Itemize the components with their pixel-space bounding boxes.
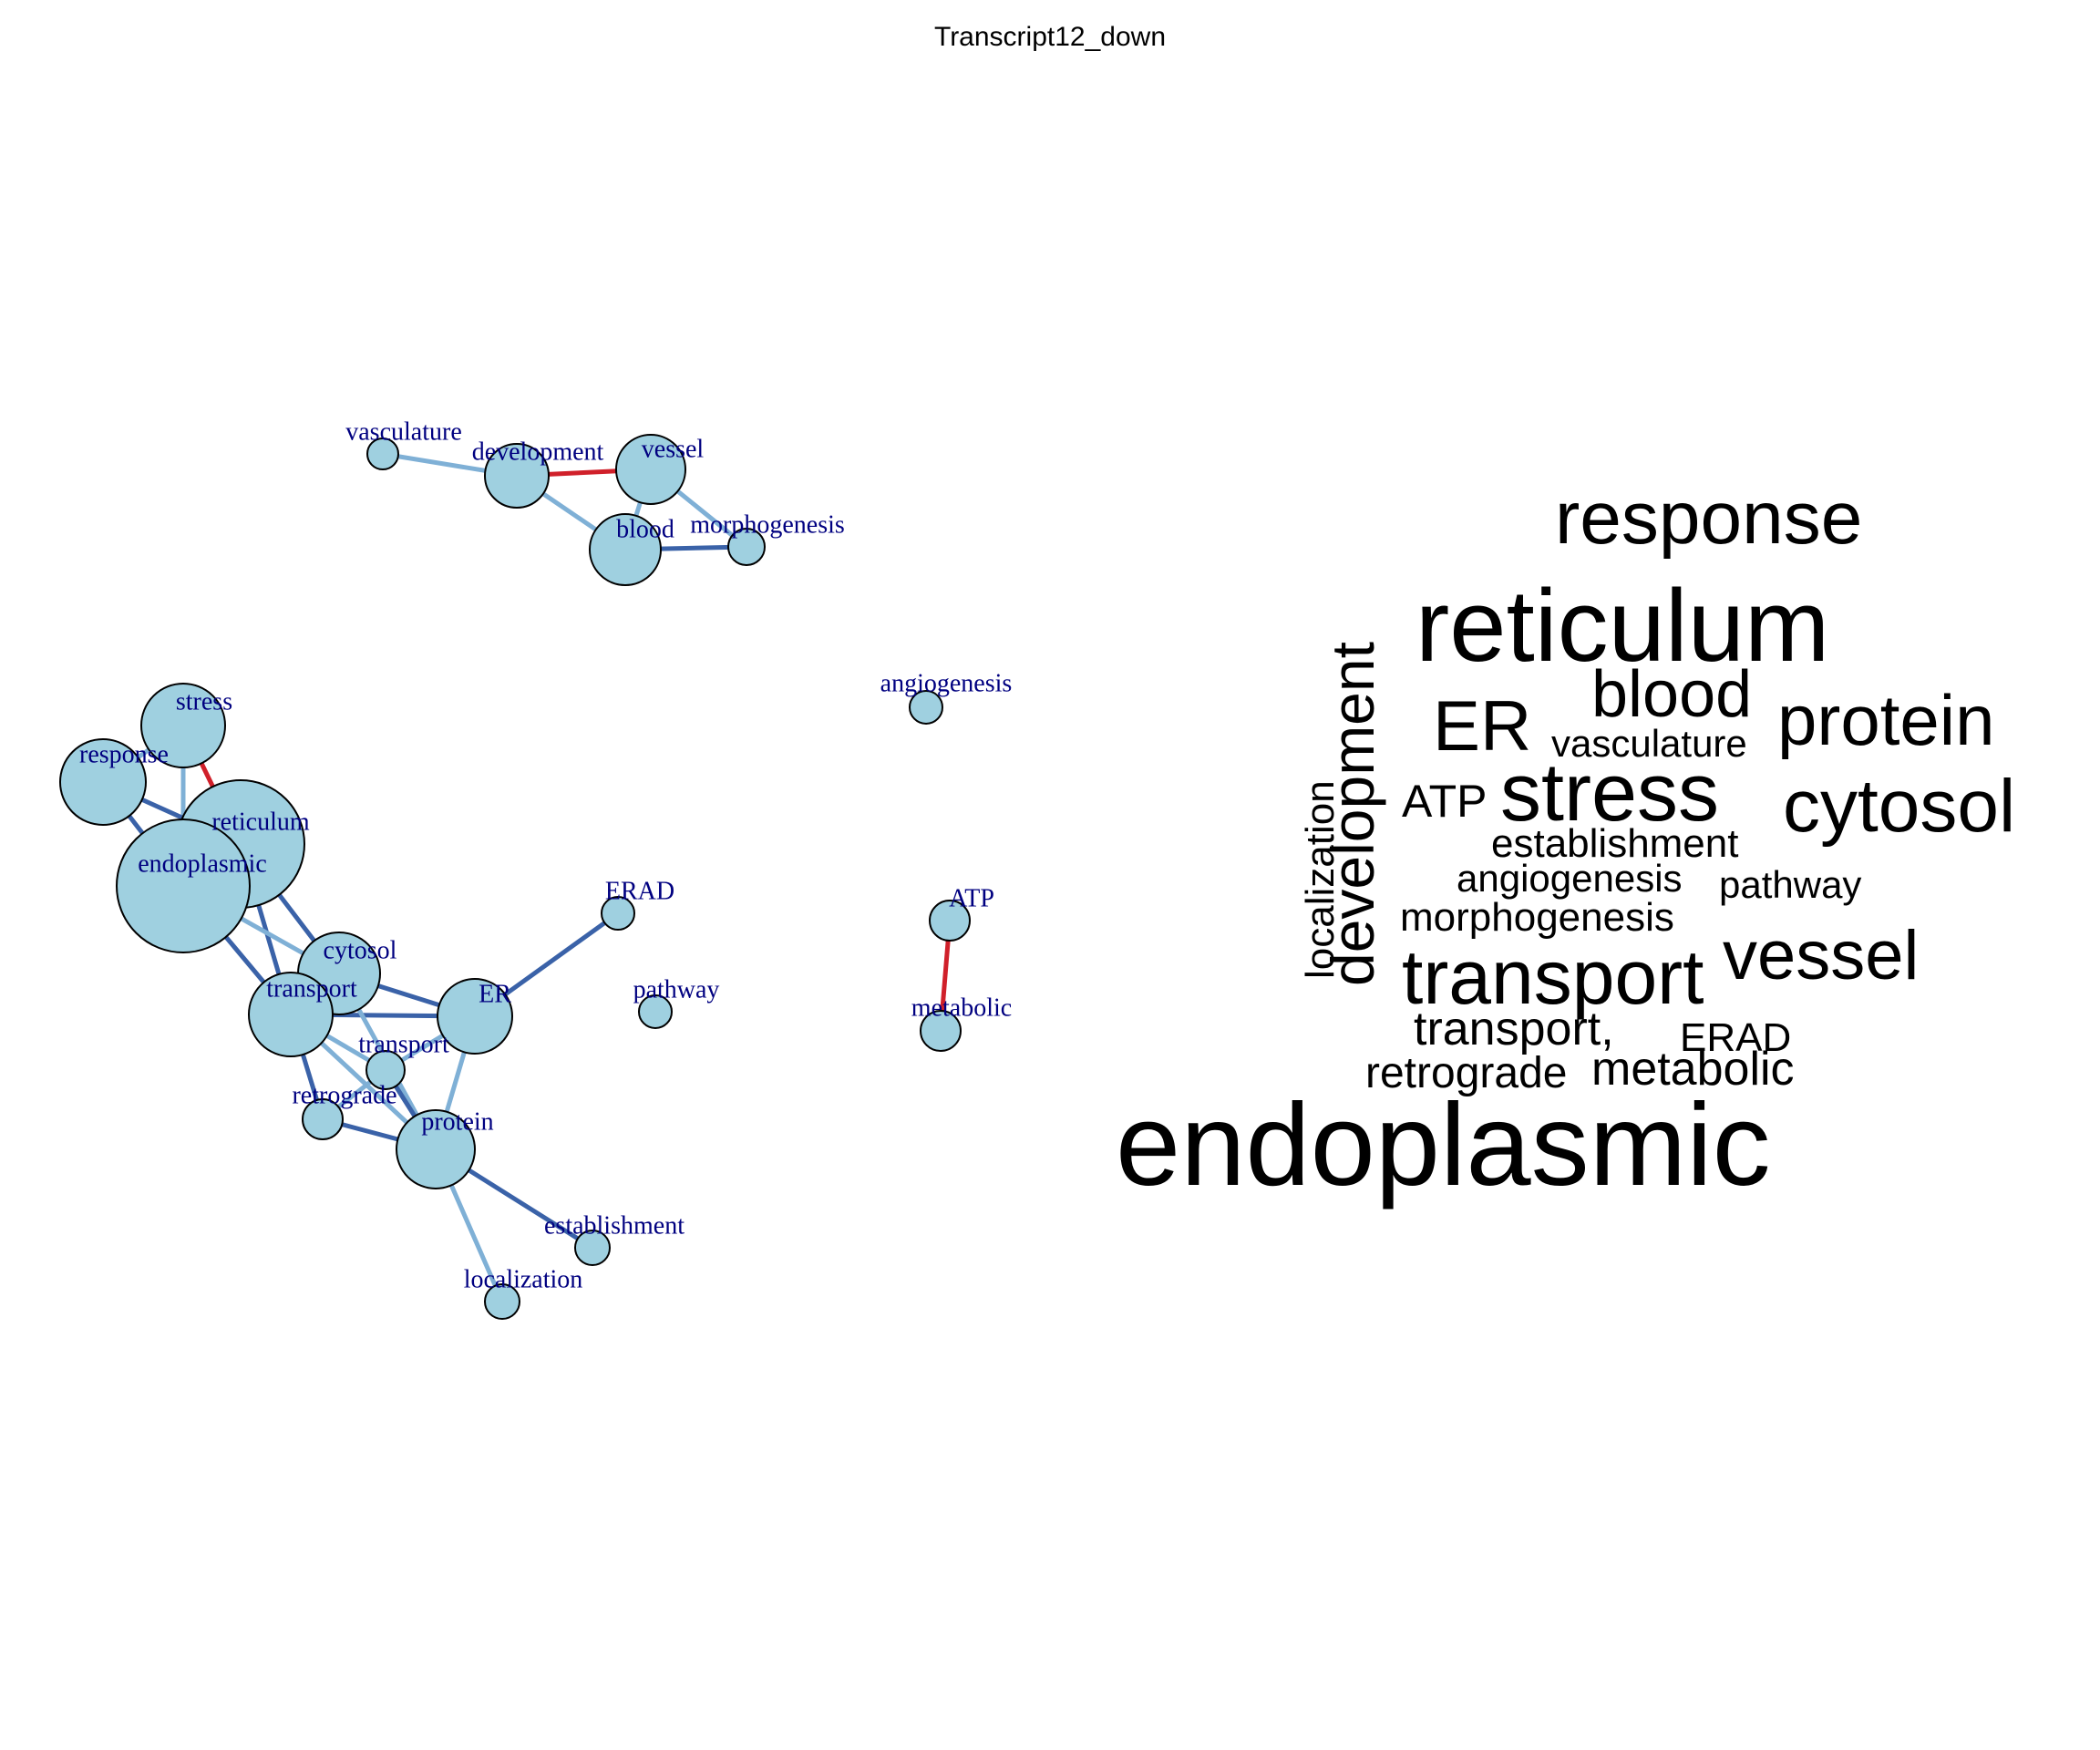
node-blood — [589, 513, 662, 586]
cloud-word-pathway: pathway — [1719, 863, 1861, 906]
node-circle-pathway — [638, 994, 673, 1029]
node-angiogenesis — [909, 690, 943, 725]
node-label-vasculature: vasculature — [345, 417, 462, 446]
node-label-blood: blood — [616, 515, 674, 543]
node-circle-retrograde — [302, 1098, 344, 1140]
cloud-word-vasculature: vasculature — [1551, 722, 1747, 765]
cloud-word-morphogenesis: morphogenesis — [1400, 895, 1674, 940]
cloud-word-retrograde: retrograde — [1365, 1049, 1567, 1097]
word-cloud: response reticulum development ER blood prote… — [1116, 477, 2015, 1210]
node-circle-morphogenesis — [727, 528, 766, 566]
cloud-word-vessel: vessel — [1723, 917, 1919, 994]
node-retrograde — [302, 1098, 344, 1140]
cloud-word-localization: localization — [1298, 780, 1343, 979]
cloud-word-metabolic: metabolic — [1591, 1043, 1795, 1096]
node-circle-response — [59, 738, 147, 826]
node-label-establishment: establishment — [544, 1211, 685, 1240]
cloud-word-er: ER — [1433, 685, 1531, 766]
plot-title: Transcript12_down — [934, 22, 1166, 52]
node-label-localization: localization — [464, 1265, 583, 1293]
node-label-ATP: ATP — [949, 884, 994, 912]
node-ATP — [929, 900, 971, 942]
cloud-word-transport: transport — [1402, 934, 1704, 1020]
node-circle-protein — [396, 1109, 476, 1189]
cloud-word-angiogenesis: angiogenesis — [1457, 857, 1683, 900]
node-localization — [484, 1283, 520, 1320]
node-stress — [140, 683, 226, 768]
node-label-protein: protein — [421, 1107, 493, 1136]
cloud-word-stress: stress — [1500, 747, 1719, 839]
node-label-angiogenesis: angiogenesis — [880, 669, 1013, 697]
node-response — [59, 738, 147, 826]
cloud-word-erad: ERAD — [1680, 1015, 1791, 1060]
node-circle-establishment — [574, 1230, 611, 1266]
node-label-metabolic: metabolic — [911, 993, 1012, 1022]
node-establishment — [574, 1230, 611, 1266]
node-label-vessel: vessel — [642, 435, 705, 463]
cloud-word-development: development — [1319, 642, 1386, 986]
node-label-reticulum: reticulum — [211, 808, 310, 836]
node-circle-blood — [589, 513, 662, 586]
cloud-word-protein: protein — [1777, 680, 1995, 760]
cloud-word-transport: transport, — [1414, 1003, 1614, 1055]
node-label-development: development — [472, 438, 604, 466]
cloud-word-cytosol: cytosol — [1783, 765, 2015, 848]
node-protein — [396, 1109, 476, 1189]
node-circle-vasculature — [366, 438, 399, 470]
cloud-word-establishment: establishment — [1491, 821, 1738, 866]
node-label-transport_comma: transport — [358, 1030, 449, 1058]
node-transport_comma — [365, 1050, 406, 1090]
node-circle-angiogenesis — [909, 690, 943, 725]
node-label-retrograde: retrograde — [292, 1081, 396, 1109]
node-ERAD — [601, 896, 635, 931]
node-label-morphogenesis: morphogenesis — [690, 510, 845, 539]
node-circle-transport — [248, 972, 334, 1057]
node-label-cytosol: cytosol — [324, 936, 397, 964]
node-circle-vessel — [615, 434, 686, 505]
cloud-word-blood: blood — [1591, 658, 1752, 731]
node-circle-endoplasmic — [116, 818, 251, 953]
node-circle-ER — [437, 978, 513, 1055]
node-vessel — [615, 434, 686, 505]
node-label-response: response — [79, 740, 169, 768]
node-circle-metabolic — [920, 1010, 962, 1052]
cloud-word-endoplasmic: endoplasmic — [1116, 1080, 1771, 1210]
node-circle-stress — [140, 683, 226, 768]
node-label-ER: ER — [479, 980, 511, 1008]
cloud-word-atp: ATP — [1402, 776, 1488, 827]
node-circle-transport_comma — [365, 1050, 406, 1090]
node-vasculature — [366, 438, 399, 470]
node-morphogenesis — [727, 528, 766, 566]
node-label-transport: transport — [266, 974, 357, 1003]
node-label-ERAD: ERAD — [605, 877, 674, 905]
node-circle-ATP — [929, 900, 971, 942]
node-label-endoplasmic: endoplasmic — [138, 849, 267, 878]
cloud-word-response: response — [1555, 477, 1862, 560]
network-nodes: vasculature development vessel blood morphog… — [59, 417, 1013, 1320]
node-label-stress: stress — [176, 687, 232, 715]
node-circle-localization — [484, 1283, 520, 1320]
node-endoplasmic — [116, 818, 251, 953]
cloud-word-reticulum: reticulum — [1415, 569, 1829, 683]
node-transport — [248, 972, 334, 1057]
node-development — [484, 443, 550, 509]
node-pathway — [638, 994, 673, 1029]
node-circle-development — [484, 443, 550, 509]
node-ER — [437, 978, 513, 1055]
node-label-pathway: pathway — [633, 975, 720, 1004]
node-metabolic — [920, 1010, 962, 1052]
node-circle-ERAD — [601, 896, 635, 931]
